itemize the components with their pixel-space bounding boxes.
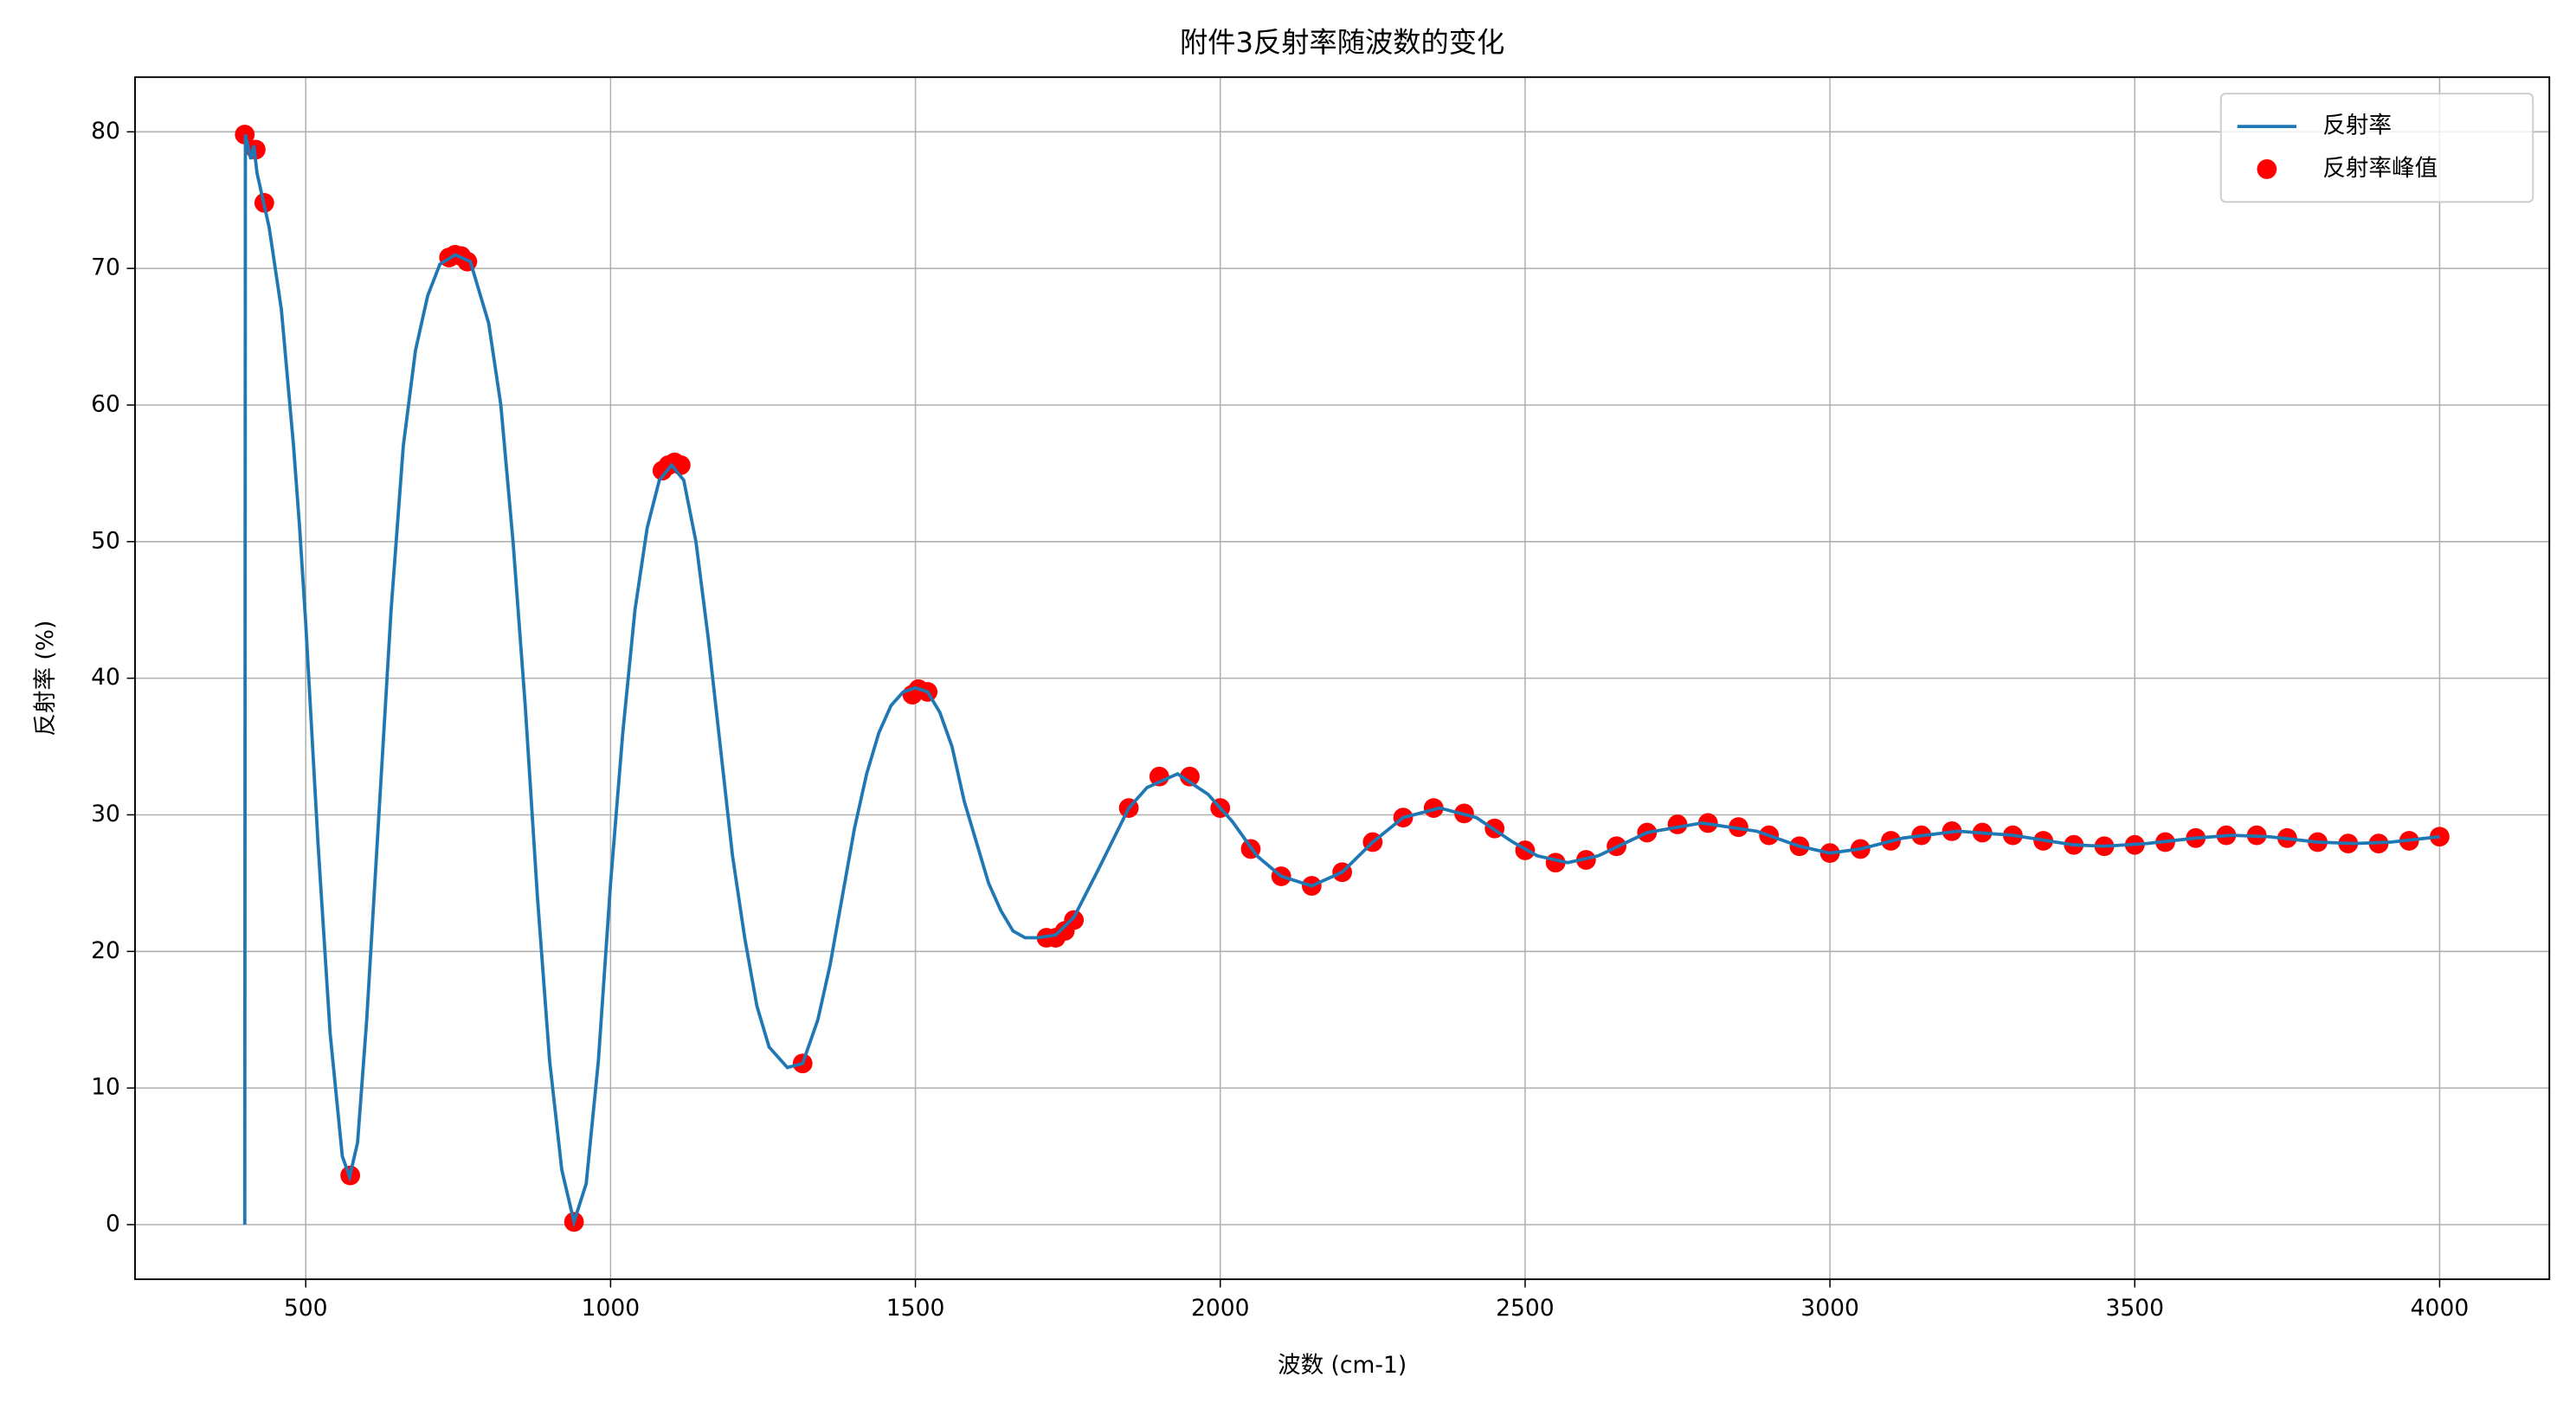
y-tick-label: 0: [106, 1210, 120, 1237]
peak-point: [1667, 814, 1688, 834]
y-tick-label: 80: [91, 118, 120, 145]
x-tick-label: 3000: [1800, 1295, 1859, 1322]
peak-point: [1180, 766, 1200, 787]
x-tick-label: 1000: [582, 1295, 641, 1322]
legend-label: 反射率: [2322, 113, 2392, 139]
chart-title: 附件3反射率随波数的变化: [1180, 26, 1504, 59]
marks-layer: [235, 125, 2450, 1232]
y-tick-label: 30: [91, 801, 120, 827]
grid-layer: [135, 77, 2550, 1280]
y-tick-label: 60: [91, 390, 120, 417]
x-tick-label: 3500: [2105, 1295, 2164, 1322]
y-tick-label: 10: [91, 1074, 120, 1101]
y-tick-label: 50: [91, 527, 120, 554]
legend-label: 反射率峰值: [2322, 155, 2438, 182]
x-axis-label: 波数 (cm-1): [1278, 1352, 1407, 1379]
y-tick-label: 20: [91, 937, 120, 964]
peak-point: [1064, 910, 1085, 930]
data-line: [242, 134, 2440, 1228]
peak-point: [671, 455, 691, 475]
x-tick-label: 1500: [886, 1295, 945, 1322]
x-tick-label: 2000: [1191, 1295, 1250, 1322]
y-tick-label: 40: [91, 664, 120, 691]
y-axis-label: 反射率 (%): [32, 621, 59, 737]
legend-marker: [2257, 159, 2277, 179]
x-tick-label: 500: [284, 1295, 328, 1322]
x-tick-label: 4000: [2411, 1295, 2470, 1322]
legend-box: [2219, 93, 2534, 203]
y-tick-label: 70: [91, 254, 120, 281]
x-tick-label: 2500: [1496, 1295, 1555, 1322]
